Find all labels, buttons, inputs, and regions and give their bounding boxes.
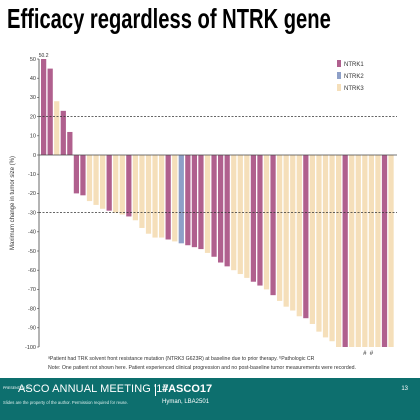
y-tick-label: -70	[28, 287, 36, 293]
bars	[41, 59, 394, 347]
meeting-hashtag: #ASCO17	[162, 383, 213, 395]
bar-ntrk3	[139, 155, 145, 228]
bar-ntrk3	[296, 155, 302, 317]
y-tick-label: -40	[28, 230, 36, 236]
y-tick-label: -80	[28, 306, 36, 312]
legend-swatch-ntrk1	[337, 60, 341, 67]
legend-swatch-ntrk3	[337, 84, 341, 91]
page-number: 13	[401, 386, 408, 392]
bar-ntrk3	[86, 155, 93, 202]
bar-ntrk3	[283, 155, 289, 307]
bar-ntrk2	[178, 155, 184, 244]
y-tick-label: 50	[30, 57, 36, 63]
bar-ntrk1	[250, 155, 257, 282]
bar-ntrk3	[152, 155, 158, 238]
bar-ntrk3	[119, 155, 125, 215]
y-tick-label: 10	[30, 134, 36, 140]
y-tick-label: 40	[30, 76, 36, 82]
bar-ntrk3	[349, 155, 355, 347]
bar-ntrk3	[244, 155, 250, 278]
bar-ntrk1	[218, 155, 224, 263]
bar-ntrk1	[80, 155, 86, 196]
waterfall-chart: 50 40 30 20 10 0 -10 -20 -30 -40 -50 -60 -70 -80 -90 -1…	[10, 53, 397, 357]
y-tick-labels: 50 40 30 20 10 0 -10 -20 -30 -40 -50 -60 -70 -80 -90 -1…	[25, 57, 39, 351]
bar-ntrk3	[113, 155, 119, 213]
bar-ntrk3	[172, 155, 178, 242]
bar-ntrk3	[316, 155, 322, 332]
legend-label-ntrk2: NTRK2	[344, 74, 364, 80]
bar-ntrk1	[60, 110, 66, 155]
bar-ntrk1	[126, 155, 132, 217]
reference-lines	[39, 116, 397, 213]
y-tick-label: -50	[28, 249, 36, 255]
bar-ntrk3	[132, 155, 139, 221]
legend-swatch-ntrk2	[337, 72, 341, 79]
bar-ntrk1	[224, 155, 230, 267]
y-axis-label: Maximum change in tumor size (%)	[10, 156, 16, 250]
bar-ntrk3	[159, 155, 165, 238]
legend-label-ntrk1: NTRK1	[344, 62, 364, 68]
bar-ntrk1	[191, 155, 198, 248]
y-tick-label: -60	[28, 268, 36, 274]
bar-ntrk3	[368, 155, 375, 347]
y-tick-label: -30	[28, 210, 36, 216]
bar-ntrk1	[185, 155, 191, 246]
bar-ntrk3	[54, 101, 60, 155]
meeting-name: ASCO ANNUAL MEETING '17	[18, 383, 169, 395]
hash-marker: #	[370, 351, 374, 357]
bar-ntrk1	[165, 155, 171, 240]
bar-ntrk3	[100, 155, 106, 209]
bar-ntrk1	[67, 131, 73, 155]
bar-ntrk3	[237, 155, 243, 275]
bar-ntrk1	[106, 155, 112, 211]
bar-ntrk3	[322, 155, 329, 338]
y-tick-label: -100	[25, 345, 36, 351]
bar-ntrk3	[375, 155, 381, 347]
footnotes: ᵃPatient had TRK solvent front resistanc…	[48, 355, 356, 373]
bar-ntrk3	[355, 155, 361, 347]
bar-ntrk1	[303, 155, 309, 319]
bar-ntrk3	[309, 155, 316, 324]
presented-at-label: PRESENTED AT:	[3, 386, 31, 390]
footer-divider	[155, 384, 156, 396]
bar-ntrk1	[342, 155, 348, 347]
bar-ntrk1	[211, 155, 217, 257]
y-tick-label: 0	[33, 153, 36, 159]
bar-ntrk3	[336, 155, 342, 347]
bar-ntrk1	[198, 155, 204, 250]
bar-ntrk3	[388, 155, 394, 347]
bar-ntrk1	[381, 155, 388, 347]
bar-ntrk3	[290, 155, 296, 311]
y-tick-label: -90	[28, 326, 36, 332]
bar-ntrk1	[257, 155, 263, 286]
hash-marker: #	[363, 351, 367, 357]
bar-ntrk3	[93, 155, 99, 205]
y-tick-label: 30	[30, 95, 36, 101]
bar-ntrk1	[73, 155, 80, 194]
y-tick-label: 20	[30, 114, 36, 120]
bar-ntrk3	[231, 155, 237, 271]
y-tick-label: -20	[28, 191, 36, 197]
bar-ntrk1	[41, 59, 47, 155]
legend: NTRK1 NTRK2 NTRK3	[337, 60, 364, 92]
legend-label-ntrk3: NTRK3	[344, 86, 364, 92]
bar-ntrk3	[362, 155, 368, 347]
bar-ntrk1	[47, 68, 53, 155]
first-bar-annotation: 50.2	[39, 53, 49, 59]
footer-bar: PRESENTED AT: ASCO ANNUAL MEETING '17 #A…	[0, 378, 420, 420]
footnote-resistance: ᵃPatient had TRK solvent front resistanc…	[48, 356, 315, 362]
bar-ntrk3	[145, 155, 152, 234]
speaker-reference: Hyman, LBA2501	[162, 399, 210, 405]
bar-ntrk3	[277, 155, 283, 301]
bar-ntrk3	[204, 155, 211, 253]
bar-ntrk3	[329, 155, 335, 342]
bar-ntrk3	[263, 155, 270, 290]
slide-title: Efficacy regardless of NTRK gene	[7, 3, 331, 34]
bar-ntrk1	[270, 155, 276, 296]
footer-disclaimer: Slides are the property of the author. P…	[3, 400, 128, 405]
footnote-note: Note: One patient not shown here. Patien…	[48, 365, 356, 371]
y-tick-label: -10	[28, 172, 36, 178]
